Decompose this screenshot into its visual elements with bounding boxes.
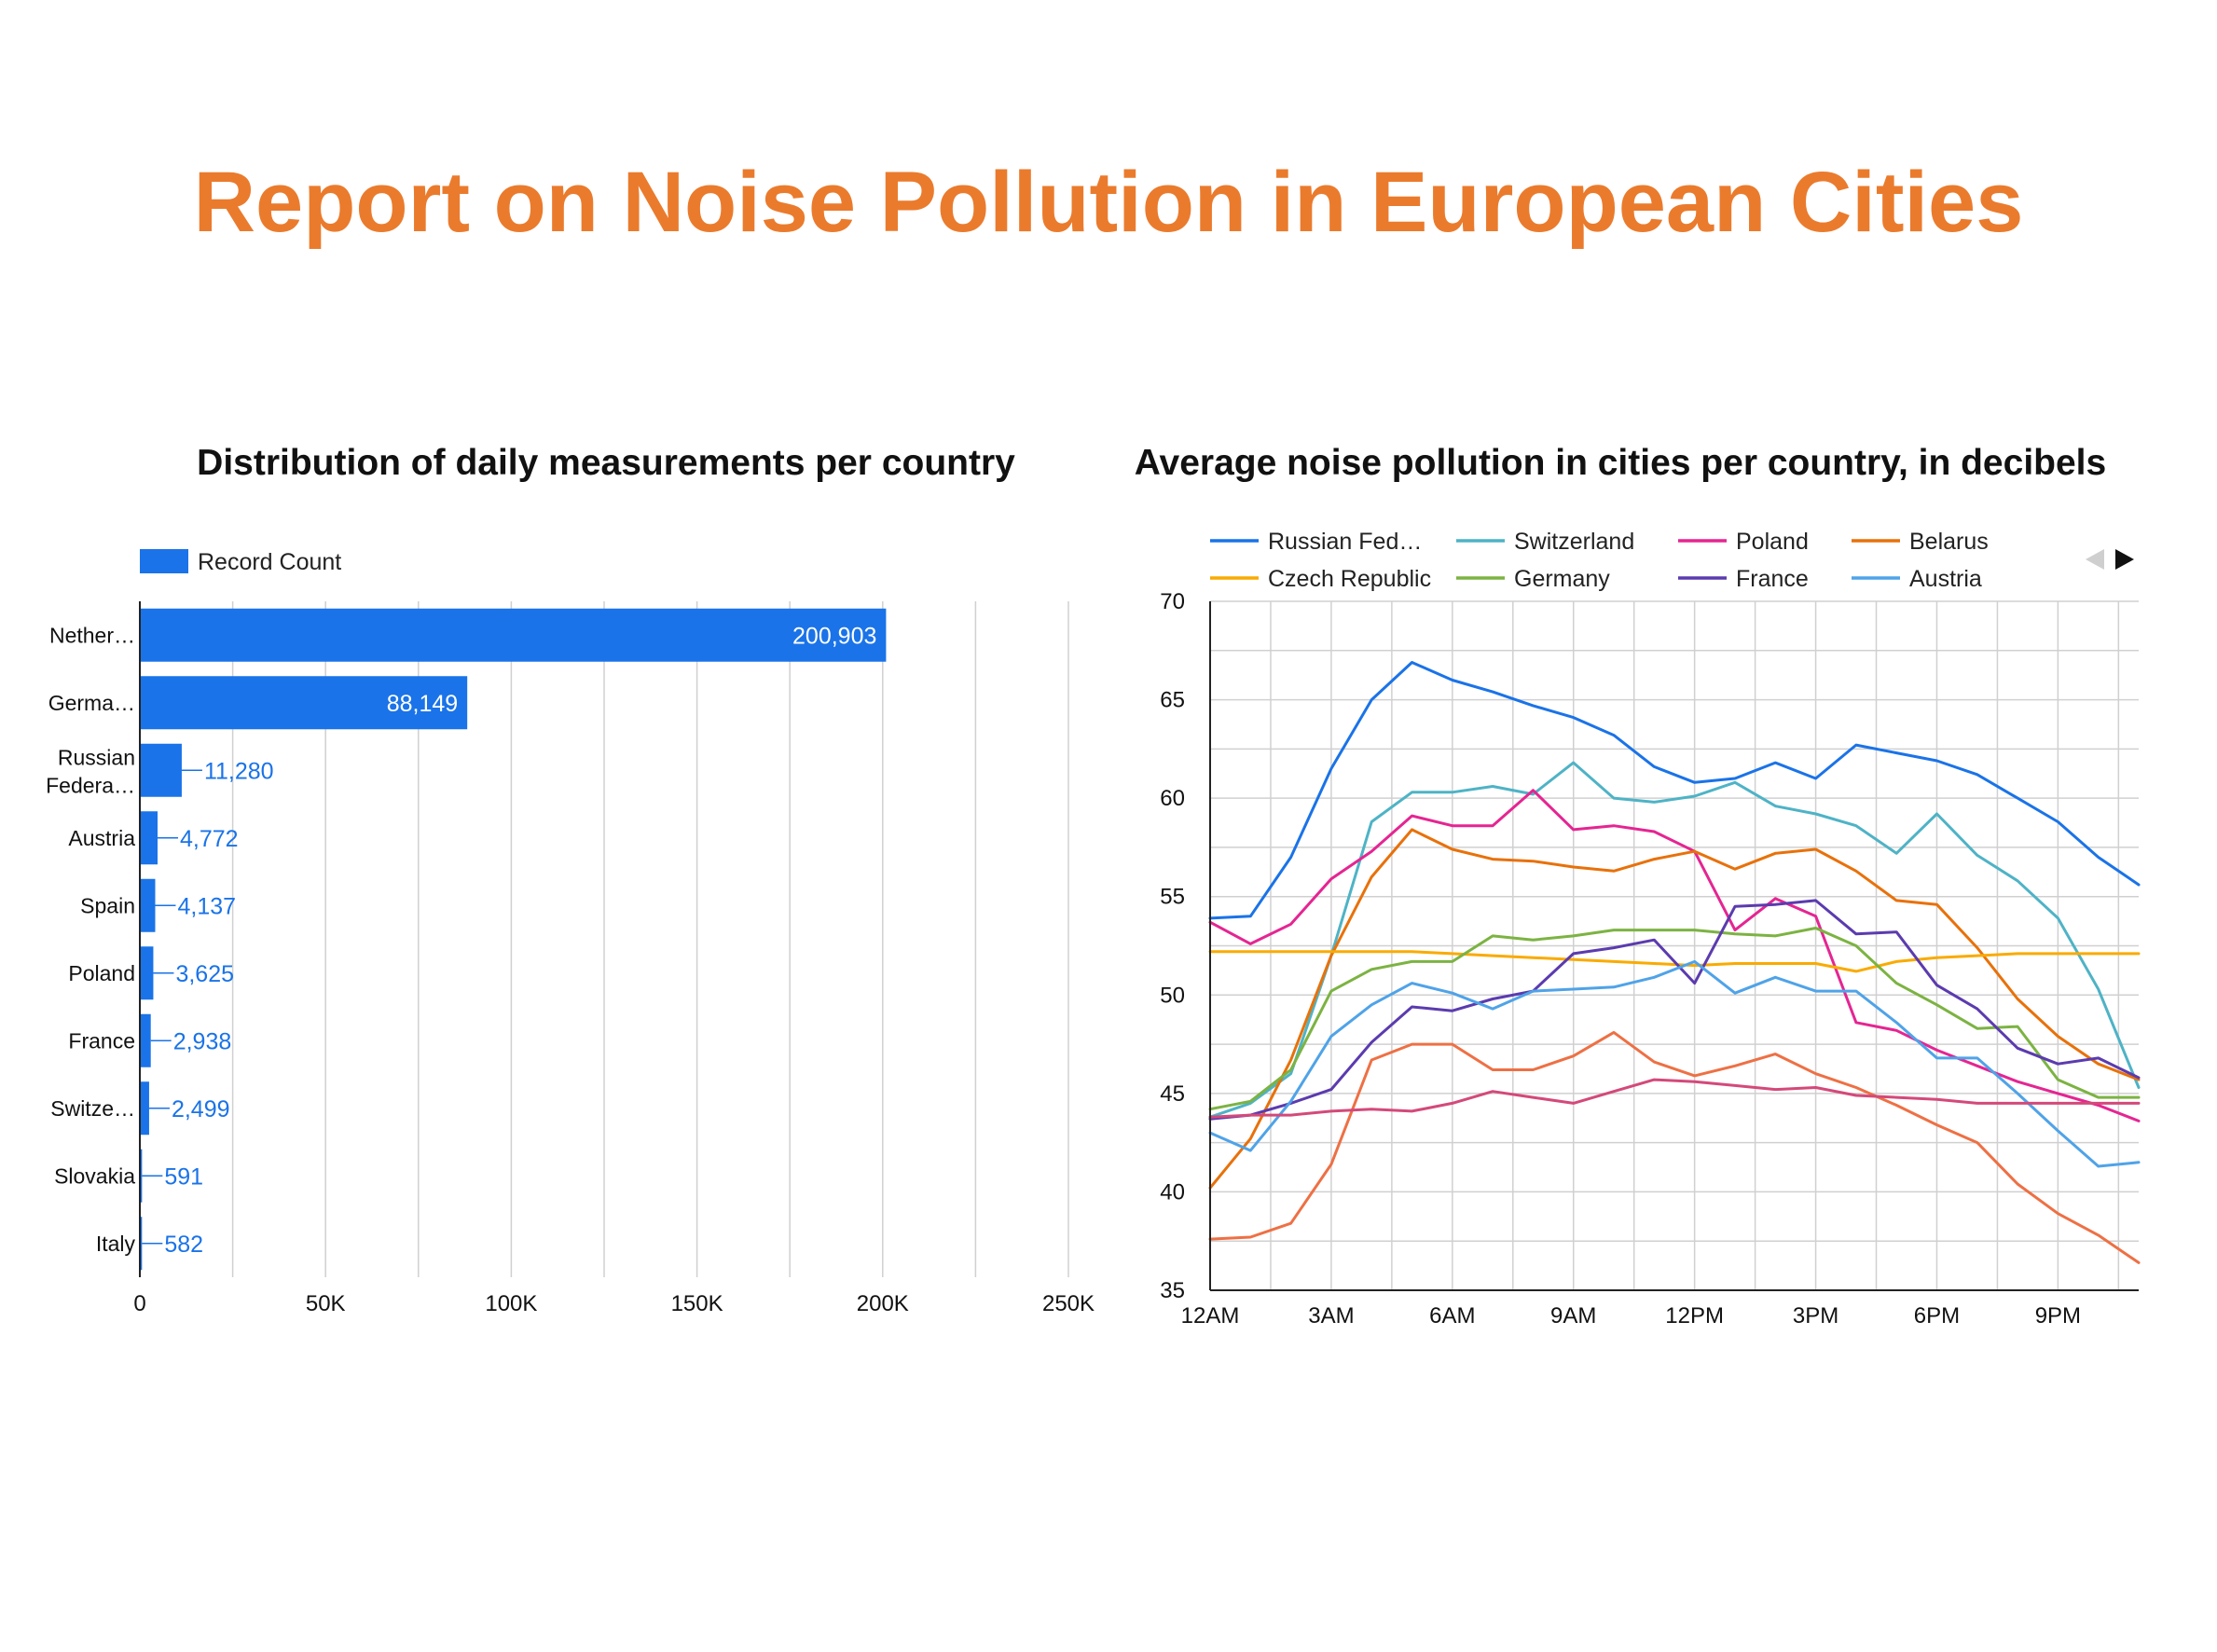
report-title: Report on Noise Pollution in European Ci… bbox=[194, 155, 2024, 250]
line-chart-legend: Russian Fed… Switzerland Poland Belarus Czec… bbox=[1210, 529, 1989, 592]
x-tick-label: 6AM bbox=[1429, 1303, 1475, 1328]
series-line bbox=[1208, 661, 2141, 920]
series-line bbox=[1208, 959, 2141, 1168]
x-tick-label: 100K bbox=[485, 1291, 537, 1316]
legend-label: Czech Republic bbox=[1268, 566, 1431, 592]
bar bbox=[140, 676, 468, 730]
x-tick-label: 6PM bbox=[1914, 1303, 1960, 1328]
bar bbox=[140, 1081, 149, 1136]
data-label: 88,149 bbox=[387, 691, 458, 717]
x-tick-label: 150K bbox=[671, 1291, 723, 1316]
category-label: Germa… bbox=[48, 691, 135, 715]
x-tick-label: 3AM bbox=[1308, 1303, 1354, 1328]
series-line bbox=[1208, 899, 2141, 1121]
series-line bbox=[1208, 927, 2141, 1111]
legend-label: Austria bbox=[1909, 566, 1982, 592]
data-label: 4,137 bbox=[177, 893, 236, 919]
data-label: 3,625 bbox=[175, 961, 234, 987]
bar-chart-axes: 0 50K 100K 150K 200K 250K bbox=[133, 601, 1095, 1316]
x-tick-label: 50K bbox=[306, 1291, 346, 1316]
y-tick-label: 40 bbox=[1160, 1179, 1185, 1205]
y-tick-label: 65 bbox=[1160, 688, 1185, 713]
line-chart-gridlines bbox=[1210, 600, 2139, 1291]
line-chart-axes: 35 40 45 50 55 60 65 70 12AM 3AM 6AM 9AM 12PM 3PM 6PM 9… bbox=[1160, 589, 2139, 1328]
legend-next-icon[interactable] bbox=[2115, 549, 2134, 570]
y-tick-label: 35 bbox=[1160, 1278, 1185, 1303]
category-label: Italy bbox=[96, 1232, 136, 1256]
bar bbox=[140, 1217, 143, 1271]
category-label: Spain bbox=[80, 893, 135, 917]
y-tick-label: 60 bbox=[1160, 786, 1185, 811]
bar-chart-title: Distribution of daily measurements per c… bbox=[197, 443, 1015, 483]
category-label: Slovakia bbox=[54, 1163, 135, 1188]
series-line bbox=[1208, 761, 2141, 1119]
category-label: Switze… bbox=[50, 1096, 135, 1121]
series-line bbox=[1208, 789, 2141, 1122]
x-tick-label: 0 bbox=[133, 1291, 145, 1316]
data-label: 2,499 bbox=[172, 1096, 230, 1122]
y-tick-label: 55 bbox=[1160, 885, 1185, 910]
legend-swatch-record-count bbox=[140, 549, 188, 573]
legend-label: France bbox=[1736, 566, 1809, 592]
category-label: Poland bbox=[68, 961, 135, 985]
y-tick-label: 50 bbox=[1160, 983, 1185, 1008]
x-tick-label: 12AM bbox=[1181, 1303, 1240, 1328]
bar bbox=[140, 1149, 143, 1203]
bar bbox=[140, 878, 156, 932]
legend-label-record-count: Record Count bbox=[198, 549, 341, 575]
line-chart-title: Average noise pollution in cities per co… bbox=[1135, 443, 2106, 483]
y-tick-label: 45 bbox=[1160, 1081, 1185, 1107]
series-line bbox=[1208, 1078, 2141, 1119]
legend-pagination bbox=[2086, 549, 2134, 570]
legend-label: Russian Fed… bbox=[1268, 529, 1422, 555]
category-label: Nether… bbox=[49, 623, 135, 647]
series-line bbox=[1208, 828, 2141, 1190]
bar-chart: Distribution of daily measurements per c… bbox=[46, 443, 1095, 1316]
legend-label: Belarus bbox=[1909, 529, 1989, 555]
x-tick-label: 250K bbox=[1042, 1291, 1095, 1316]
data-label: 4,772 bbox=[180, 826, 239, 852]
x-tick-label: 12PM bbox=[1665, 1303, 1724, 1328]
bar bbox=[140, 811, 158, 865]
bar-chart-bars: Nether… 200,903 Germa… 88,149 Russian Federa…… bbox=[46, 608, 887, 1271]
data-label: 582 bbox=[164, 1232, 203, 1258]
y-tick-label: 70 bbox=[1160, 589, 1185, 614]
data-label: 200,903 bbox=[792, 623, 876, 649]
data-label: 11,280 bbox=[204, 758, 274, 784]
category-label: France bbox=[68, 1028, 135, 1053]
data-label: 2,938 bbox=[173, 1028, 232, 1054]
data-label: 591 bbox=[164, 1163, 203, 1190]
line-chart-series bbox=[1208, 661, 2141, 1264]
bar-chart-legend: Record Count bbox=[140, 549, 341, 575]
legend-label: Germany bbox=[1514, 566, 1610, 592]
x-tick-label: 3PM bbox=[1793, 1303, 1838, 1328]
bar bbox=[140, 743, 182, 797]
line-chart: Average noise pollution in cities per co… bbox=[1135, 443, 2141, 1328]
series-line bbox=[1208, 1030, 2141, 1264]
bar bbox=[140, 608, 887, 662]
series-line bbox=[1208, 950, 2141, 973]
legend-label: Switzerland bbox=[1514, 529, 1634, 555]
category-label: Austria bbox=[68, 826, 135, 850]
legend-label: Poland bbox=[1736, 529, 1809, 555]
bar bbox=[140, 946, 154, 1000]
x-tick-label: 200K bbox=[857, 1291, 909, 1316]
bar bbox=[140, 1013, 151, 1067]
category-label: Russian bbox=[58, 745, 135, 769]
legend-prev-icon[interactable] bbox=[2086, 549, 2104, 570]
x-tick-label: 9PM bbox=[2035, 1303, 2081, 1328]
category-label: Federa… bbox=[46, 773, 135, 797]
x-tick-label: 9AM bbox=[1550, 1303, 1596, 1328]
